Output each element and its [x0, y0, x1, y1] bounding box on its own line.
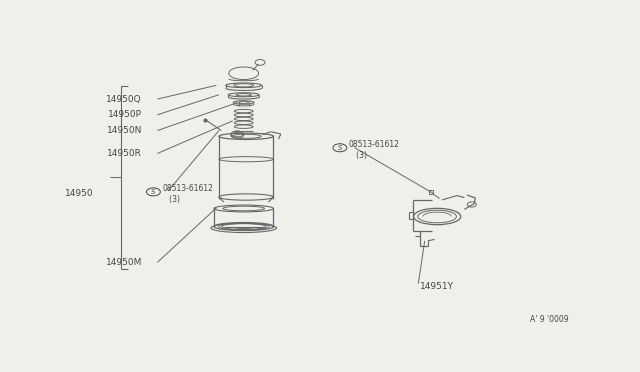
Text: S: S [338, 145, 342, 151]
Text: 14950R: 14950R [107, 149, 142, 158]
Text: 08513-61612
   (3): 08513-61612 (3) [349, 140, 400, 160]
Text: A' 9 '0009: A' 9 '0009 [530, 315, 568, 324]
Text: 08513-61612
   (3): 08513-61612 (3) [163, 185, 213, 204]
Text: 14950N: 14950N [107, 126, 142, 135]
Text: S: S [151, 189, 156, 195]
Text: 14951Y: 14951Y [420, 282, 454, 291]
Text: 14950Q: 14950Q [106, 94, 142, 103]
Text: 14950: 14950 [65, 189, 94, 198]
Text: 14950P: 14950P [108, 110, 142, 119]
Text: 14950M: 14950M [106, 258, 142, 267]
